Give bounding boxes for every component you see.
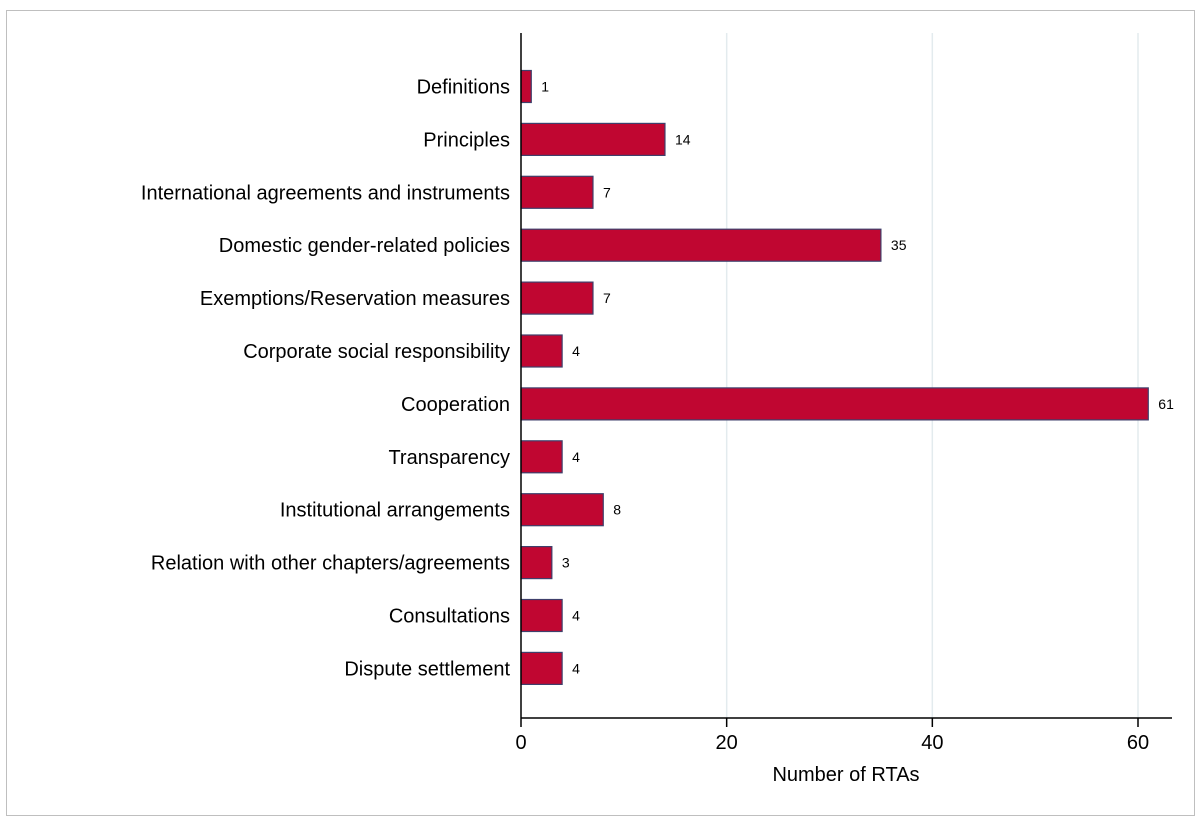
bar-dispute-settlement [520, 651, 563, 686]
chart-frame [6, 10, 1195, 816]
x-tick-label-40: 40 [921, 732, 943, 754]
bar-institutional-arrangements [520, 493, 604, 527]
category-label-relation-with-other-chapters-agreements: Relation with other chapters/agreements [151, 553, 510, 575]
value-label-corporate-social-responsibility: 4 [572, 343, 580, 359]
x-tick-label-0: 0 [515, 732, 526, 754]
x-tick-label-20: 20 [716, 732, 738, 754]
bar-corporate-social-responsibility [520, 334, 563, 368]
x-axis-title: Number of RTAs [772, 764, 919, 786]
bar-consultations [520, 598, 563, 633]
value-label-exemptions-reservation-measures: 7 [603, 290, 611, 306]
category-label-international-agreements-and-instruments: International agreements and instruments [141, 182, 510, 204]
x-tick-label-60: 60 [1127, 732, 1149, 754]
axes [520, 33, 1172, 727]
x-tick-labels: 0 20 40 60 [515, 732, 1149, 754]
category-label-domestic-gender-related-policies: Domestic gender-related policies [219, 235, 510, 257]
value-label-consultations: 4 [572, 608, 580, 624]
category-label-exemptions-reservation-measures: Exemptions/Reservation measures [200, 288, 510, 310]
value-labels: 1 14 7 35 7 4 61 4 8 3 4 4 [541, 79, 1174, 677]
bar-cooperation [520, 387, 1149, 421]
bar-domestic-gender-related-policies [520, 228, 882, 262]
bar-definitions [520, 69, 532, 104]
grid-lines [725, 33, 1139, 718]
category-label-definitions: Definitions [417, 77, 510, 99]
value-label-institutional-arrangements: 8 [613, 502, 621, 518]
category-label-cooperation: Cooperation [401, 394, 510, 416]
value-label-principles: 14 [675, 131, 691, 147]
bar-relation-with-other-chapters-agreements [520, 545, 553, 580]
category-label-consultations: Consultations [389, 606, 510, 628]
category-label-corporate-social-responsibility: Corporate social responsibility [243, 341, 510, 363]
value-label-definitions: 1 [541, 79, 549, 95]
value-label-international-agreements-and-instruments: 7 [603, 184, 611, 200]
value-label-domestic-gender-related-policies: 35 [891, 237, 907, 253]
bar-principles [520, 122, 666, 157]
value-label-dispute-settlement: 4 [572, 660, 580, 676]
value-label-cooperation: 61 [1158, 396, 1174, 412]
bar-international-agreements-and-instruments [520, 175, 594, 209]
category-label-dispute-settlement: Dispute settlement [344, 658, 510, 680]
value-label-transparency: 4 [572, 449, 580, 465]
value-label-relation-with-other-chapters-agreements: 3 [562, 555, 570, 571]
category-label-transparency: Transparency [388, 447, 510, 469]
bar-exemptions-reservation-measures [520, 281, 594, 315]
category-labels: Definitions Principles International agree… [141, 77, 511, 681]
bars [520, 69, 1149, 686]
category-label-institutional-arrangements: Institutional arrangements [280, 500, 510, 522]
category-label-principles: Principles [423, 129, 510, 151]
bar-transparency [520, 440, 563, 474]
